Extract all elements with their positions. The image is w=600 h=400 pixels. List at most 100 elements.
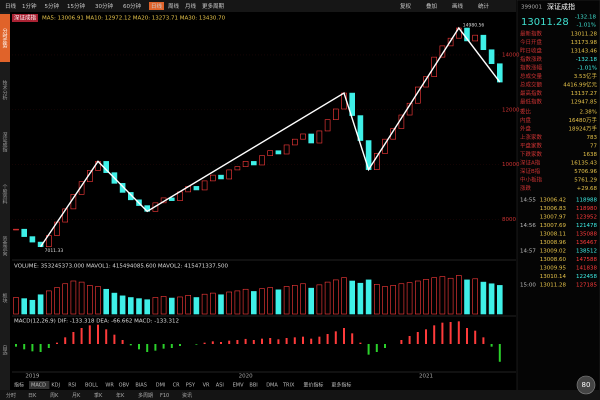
volume-bar [332,279,339,315]
indicator-tab[interactable]: PSY [186,383,196,389]
stat-label: 最低指数 [520,98,543,106]
indicator-tab[interactable]: BIAS [135,383,147,389]
stat-value: 13173.98 [571,40,598,46]
candle [480,34,487,51]
stat-label: 最高指数 [520,89,543,97]
candle [251,161,257,166]
indicator-tab[interactable]: MACD [31,383,46,389]
taskbar-item[interactable]: 多周期 [138,392,153,399]
tick-volume: 138512 [576,249,597,255]
tick-time: 14:55 [520,198,536,204]
indicator-tab[interactable]: DMI [156,383,166,389]
indicator-tab[interactable]: DMA [266,383,278,389]
candle [332,108,339,120]
volume-bar [242,288,249,315]
sidebar-tab[interactable]: 板块 [2,292,8,304]
indicator-tab[interactable]: 量价指标 [303,382,323,389]
indicator-tab[interactable]: 指标 [14,382,24,389]
chart-tab-label[interactable]: 深证成指 [14,14,37,22]
indicator-tab[interactable]: OBV [119,383,130,389]
tick-volume: 123952 [576,215,597,221]
badge-label[interactable]: 80 [582,381,591,389]
volume-bar [87,285,93,315]
sidebar-tab[interactable]: 技术分析 [2,79,8,101]
stat-label: 总成交量 [520,72,543,80]
stat-label: 总成交额 [520,81,543,89]
quote-name: 深证成指 [547,2,575,11]
taskbar-item[interactable]: 分时 [6,392,16,399]
volume-bar [341,277,347,315]
volume-bar [267,287,274,315]
toolbar-item[interactable]: 5分钟 [45,2,60,10]
date-label: 2021 [419,374,433,380]
taskbar-item[interactable]: 周K [50,393,59,399]
indicator-tab[interactable]: WR [105,383,114,389]
taskbar-item[interactable]: 季K [94,392,103,399]
sidebar-tab[interactable]: 自选 [2,344,8,356]
toolbar-item[interactable]: 更多周期 [202,2,225,10]
tab-active[interactable] [29,381,50,389]
indicator-tab[interactable]: CR [173,383,180,389]
indicator-tab[interactable]: EMV [233,383,244,389]
indicator-tab[interactable]: BBI [249,383,257,389]
volume-bar [210,292,216,315]
toolbar-item[interactable]: 周线 [168,2,180,10]
indicator-tab[interactable]: ASI [216,383,224,389]
candle [283,144,290,155]
taskbar-item[interactable]: F10 [160,393,169,399]
candle [21,228,28,237]
volume-bar [193,297,200,315]
toolbar-tool[interactable]: 叠加 [426,2,437,10]
toolbar-active[interactable] [149,2,164,10]
toolbar-item[interactable]: 日线 [151,2,163,10]
volume-bar [398,283,405,315]
volume-bar [78,281,85,315]
indicator-tab[interactable]: RSI [68,383,76,389]
toolbar-item[interactable]: 60分钟 [123,2,141,10]
taskbar-item[interactable]: 月K [72,393,81,399]
volume-bar [136,298,142,315]
indicator-tab[interactable]: TRIX [282,383,295,389]
low-label: 7011.33 [45,248,64,254]
taskbar-item[interactable]: 日K [28,393,37,399]
stat-value: -1.01% [578,66,597,72]
stat-value: 3.53亿手 [574,72,598,80]
indicator-tab[interactable]: VR [203,383,210,389]
tick-price: 13009.02 [540,249,566,255]
toolbar-tool[interactable]: 统计 [478,2,490,10]
y-tick-label: 10000 [502,162,520,168]
toolbar-item[interactable]: 1分钟 [22,2,37,10]
toolbar-tool[interactable]: 画线 [452,2,464,10]
chart-tab[interactable] [12,14,38,22]
sidebar-tab[interactable]: 资金流向 [2,235,8,256]
taskbar-item[interactable]: 年K [116,392,125,399]
indicator-tab[interactable]: KDJ [51,383,60,389]
stat-value: 5706.96 [574,169,597,175]
indicator-tab[interactable]: BOLL [85,383,98,389]
tick-price: 13006.42 [540,198,566,204]
toolbar-item[interactable]: 15分钟 [67,2,85,10]
taskbar-item[interactable]: 资讯 [182,392,192,399]
tick-time: 14:56 [520,223,536,229]
toolbar-item[interactable]: 日线 [5,2,17,10]
badge[interactable] [576,375,596,395]
sidebar-tab[interactable]: 深证成指 [2,131,8,153]
stat-label: 中小板指 [520,176,543,184]
toolbar-item[interactable]: 月线 [185,2,197,10]
candle [439,45,446,58]
volume-bar [324,281,331,315]
y-tick-label: 14000 [502,52,520,58]
sidebar-tab[interactable]: 个股资料 [2,184,8,205]
toolbar-item[interactable]: 30分钟 [95,2,113,10]
volume-bar [144,299,150,315]
y-tick-label: 12000 [502,107,520,113]
stat-label: 指数涨跌 [520,55,543,63]
toolbar-tool[interactable]: 复权 [400,2,412,10]
volume-bar [357,282,364,315]
stat-value: 16135.43 [571,161,598,167]
candle [308,133,315,144]
sidebar-tab[interactable]: 分时走势 [2,27,8,49]
indicator-tab[interactable]: 更多指标 [331,382,351,389]
volume-bar [423,279,429,315]
